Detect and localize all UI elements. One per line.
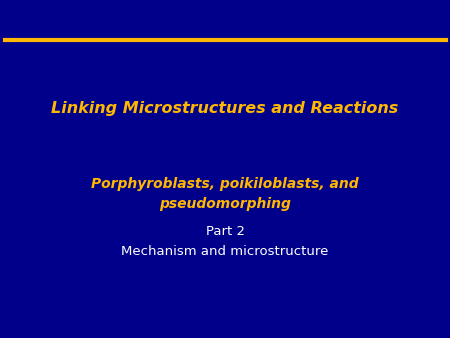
- Text: Mechanism and microstructure: Mechanism and microstructure: [122, 245, 328, 258]
- Text: Porphyroblasts, poikiloblasts, and: Porphyroblasts, poikiloblasts, and: [91, 177, 359, 191]
- Text: Part 2: Part 2: [206, 225, 244, 238]
- Text: Linking Microstructures and Reactions: Linking Microstructures and Reactions: [51, 101, 399, 116]
- Text: pseudomorphing: pseudomorphing: [159, 197, 291, 212]
